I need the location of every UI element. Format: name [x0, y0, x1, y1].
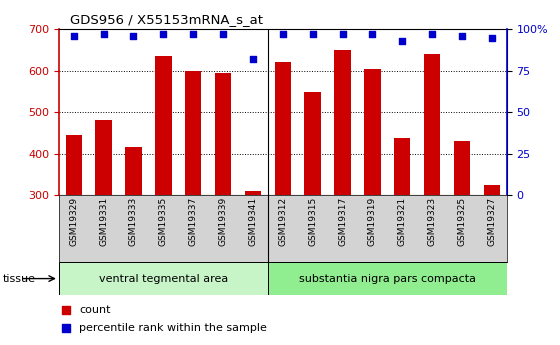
Text: GSM19323: GSM19323: [428, 197, 437, 246]
Text: GSM19319: GSM19319: [368, 197, 377, 246]
Text: GSM19321: GSM19321: [398, 197, 407, 246]
Text: GSM19312: GSM19312: [278, 197, 287, 246]
Text: GSM19331: GSM19331: [99, 197, 108, 246]
Text: substantia nigra pars compacta: substantia nigra pars compacta: [299, 274, 476, 284]
Text: GSM19325: GSM19325: [458, 197, 466, 246]
Text: tissue: tissue: [3, 274, 36, 284]
Bar: [95, 120, 112, 195]
Point: [99, 31, 108, 37]
Point: [61, 325, 70, 331]
Point: [428, 31, 437, 37]
Bar: [305, 92, 321, 195]
Bar: [268, 262, 507, 295]
Point: [338, 31, 347, 37]
Bar: [334, 50, 351, 195]
Point: [368, 31, 377, 37]
Text: GSM19327: GSM19327: [487, 197, 496, 246]
Point: [129, 33, 138, 39]
Point: [61, 307, 70, 312]
Text: percentile rank within the sample: percentile rank within the sample: [79, 323, 267, 333]
Text: GSM19333: GSM19333: [129, 197, 138, 246]
Bar: [394, 138, 410, 195]
Point: [398, 38, 407, 44]
Text: GSM19317: GSM19317: [338, 197, 347, 246]
Text: GSM19329: GSM19329: [69, 197, 78, 246]
Point: [458, 33, 466, 39]
Bar: [185, 71, 202, 195]
Bar: [215, 73, 231, 195]
Text: GSM19337: GSM19337: [189, 197, 198, 246]
Bar: [59, 262, 268, 295]
Bar: [424, 54, 440, 195]
Point: [218, 31, 227, 37]
Point: [249, 56, 258, 62]
Text: count: count: [79, 305, 110, 315]
Text: ventral tegmental area: ventral tegmental area: [99, 274, 228, 284]
Text: GSM19315: GSM19315: [308, 197, 317, 246]
Text: GSM19341: GSM19341: [249, 197, 258, 246]
Point: [278, 31, 287, 37]
Point: [308, 31, 317, 37]
Bar: [274, 62, 291, 195]
Text: GSM19335: GSM19335: [159, 197, 168, 246]
Point: [69, 33, 78, 39]
Point: [487, 35, 496, 40]
Bar: [454, 141, 470, 195]
Bar: [364, 69, 381, 195]
Point: [189, 31, 198, 37]
Text: GSM19339: GSM19339: [218, 197, 227, 246]
Bar: [155, 56, 171, 195]
Point: [159, 31, 168, 37]
Bar: [66, 135, 82, 195]
Bar: [245, 191, 261, 195]
Text: GDS956 / X55153mRNA_s_at: GDS956 / X55153mRNA_s_at: [70, 13, 263, 26]
Bar: [125, 147, 142, 195]
Bar: [484, 185, 500, 195]
